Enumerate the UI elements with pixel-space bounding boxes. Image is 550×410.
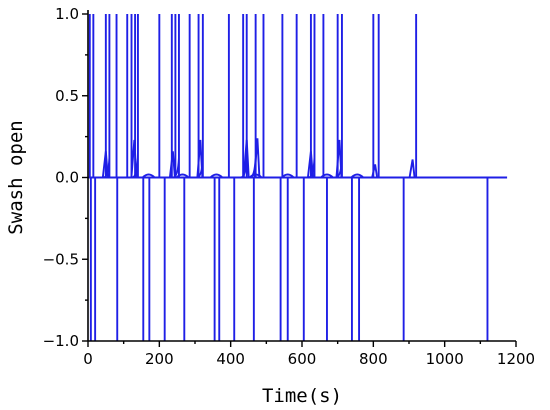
bump <box>175 173 190 179</box>
small-pulse <box>335 139 343 178</box>
y-tick-label: 0.5 <box>55 87 79 105</box>
small-pulse <box>408 159 416 178</box>
bump <box>281 173 295 179</box>
small-pulse <box>306 151 314 178</box>
bump <box>141 173 156 179</box>
y-tick-label: −1.0 <box>43 332 79 350</box>
bump <box>248 173 263 179</box>
plot-series <box>88 14 508 341</box>
small-pulse <box>242 139 250 178</box>
y-tick-label: 0.0 <box>55 169 79 187</box>
x-tick-label: 1000 <box>426 350 464 368</box>
x-axis-title: Time(s) <box>262 385 342 407</box>
up-spike <box>240 14 248 179</box>
x-tick-label: 600 <box>288 350 317 368</box>
y-axis-title: Swash open <box>5 120 27 234</box>
bump <box>209 173 224 179</box>
up-spike <box>249 14 257 179</box>
y-tick-label: −0.5 <box>43 250 79 268</box>
y-ticks: 1.0 0.5 0.0 −0.5 −1.0 <box>43 5 88 350</box>
small-pulse <box>371 164 379 178</box>
small-pulse <box>130 139 138 178</box>
small-pulse <box>253 138 261 178</box>
x-tick-label: 800 <box>359 350 388 368</box>
small-pulse <box>168 151 176 178</box>
x-ticks: 0 200 400 600 800 1000 1200 <box>83 341 535 368</box>
x-tick-label: 0 <box>83 350 93 368</box>
bump <box>350 173 364 179</box>
x-tick-label: 1200 <box>497 350 535 368</box>
x-tick-label: 200 <box>145 350 174 368</box>
small-pulse <box>101 151 109 178</box>
x-tick-label: 400 <box>216 350 245 368</box>
y-tick-label: 1.0 <box>55 5 79 23</box>
small-pulse <box>196 139 204 178</box>
bump <box>320 173 334 179</box>
